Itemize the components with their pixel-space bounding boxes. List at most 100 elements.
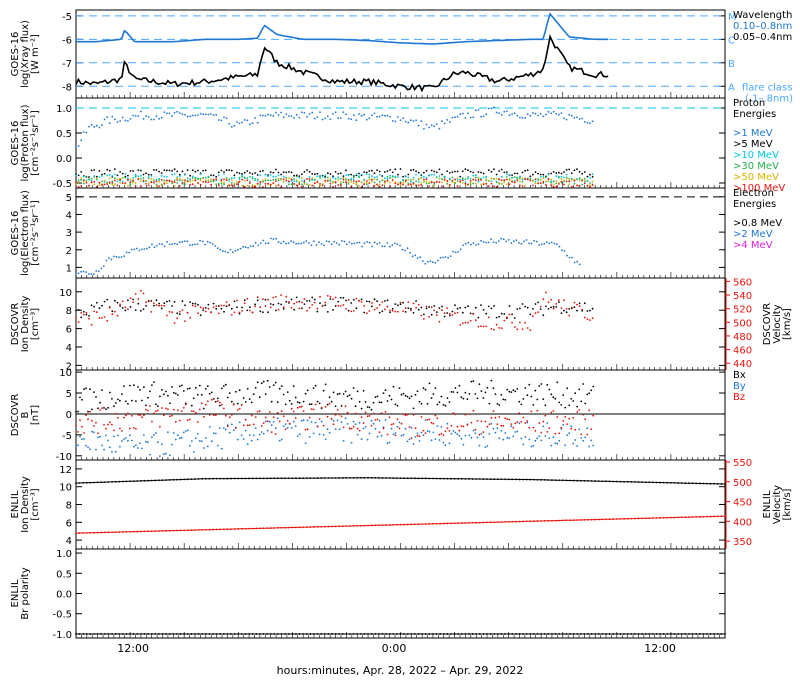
series-point-electron-0-65 bbox=[239, 247, 242, 250]
series-point-enlil_density_velocity-0-155 bbox=[633, 481, 636, 483]
series-point-dscovr_b-0-103 bbox=[280, 385, 283, 387]
series-point-dscovr_density_velocity-0-178 bbox=[537, 301, 539, 304]
series-point-dscovr_b-2-111 bbox=[296, 406, 299, 409]
series-point-dscovr_b-2-231 bbox=[536, 409, 539, 412]
series-point-enlil_polarity-0-174 bbox=[702, 633, 705, 635]
series-point-proton-5-0 bbox=[75, 181, 77, 184]
series-point-dscovr_b-0-153 bbox=[380, 401, 383, 404]
series-point-electron-0-126 bbox=[394, 242, 396, 245]
series-point-dscovr_b-0-76 bbox=[226, 396, 229, 399]
series-point-dscovr_b-1-185 bbox=[444, 444, 447, 447]
series-point-electron-0-95 bbox=[315, 244, 318, 246]
series-point-dscovr_b-0-74 bbox=[222, 385, 225, 387]
series-point-proton-4-179 bbox=[539, 178, 542, 181]
series-point-proton-4-190 bbox=[568, 183, 571, 186]
series-point-enlil_density_velocity-1-114 bbox=[486, 521, 488, 524]
series-point-dscovr_b-1-173 bbox=[420, 431, 423, 434]
series-point-dscovr_b-1-194 bbox=[462, 443, 465, 446]
series-point-electron-0-28 bbox=[146, 247, 148, 250]
series-point-proton-5-55 bbox=[217, 184, 220, 187]
series-point-dscovr_b-0-182 bbox=[438, 401, 441, 404]
series-point-electron-0-110 bbox=[353, 242, 356, 245]
series-point-proton-0-46 bbox=[194, 114, 197, 117]
series-point-enlil_density_velocity-0-152 bbox=[623, 480, 625, 483]
series-point-dscovr_b-1-183 bbox=[440, 426, 443, 428]
series-point-proton-0-113 bbox=[368, 117, 371, 119]
series-point-proton-5-130 bbox=[412, 182, 415, 185]
series-point-proton-5-157 bbox=[482, 183, 485, 186]
series-point-proton-0-96 bbox=[324, 117, 327, 120]
series-point-proton-5-124 bbox=[397, 183, 399, 186]
series-point-proton-2-106 bbox=[350, 177, 353, 180]
series-point-proton-0-132 bbox=[417, 124, 420, 127]
series-point-dscovr_density_velocity-0-90 bbox=[308, 300, 311, 302]
series-point-dscovr_b-0-84 bbox=[242, 397, 245, 399]
series-point-dscovr_b-0-64 bbox=[202, 407, 205, 410]
series-point-proton-0-114 bbox=[371, 114, 373, 117]
series-point-dscovr_b-0-65 bbox=[204, 388, 207, 390]
series-point-dscovr_density_velocity-0-121 bbox=[389, 311, 391, 314]
series-point-proton-1-84 bbox=[293, 174, 295, 177]
series-point-dscovr_b-1-140 bbox=[354, 423, 357, 426]
series-point-proton-0-186 bbox=[558, 113, 560, 116]
series-point-dscovr_b-0-157 bbox=[388, 394, 391, 397]
series-point-proton-4-176 bbox=[532, 180, 534, 183]
series-point-enlil_polarity-0-146 bbox=[601, 633, 604, 635]
series-point-proton-3-172 bbox=[521, 181, 524, 183]
series-point-dscovr_density_velocity-0-62 bbox=[236, 306, 238, 309]
series-point-dscovr_b-2-0 bbox=[75, 424, 77, 427]
series-point-dscovr_b-2-196 bbox=[466, 424, 469, 426]
series-point-dscovr_density_velocity-0-128 bbox=[407, 307, 410, 310]
series-point-electron-0-160 bbox=[480, 240, 482, 242]
series-point-proton-4-192 bbox=[573, 178, 576, 181]
series-point-dscovr_b-0-232 bbox=[538, 385, 541, 387]
series-point-dscovr_density_velocity-1-121 bbox=[389, 309, 391, 312]
series-point-proton-2-113 bbox=[368, 173, 371, 176]
series-point-dscovr_b-2-156 bbox=[386, 433, 389, 436]
series-point-dscovr_b-0-245 bbox=[564, 406, 567, 409]
series-point-electron-0-193 bbox=[563, 250, 566, 252]
series-point-dscovr_density_velocity-1-184 bbox=[552, 307, 555, 310]
series-point-proton-5-106 bbox=[350, 185, 353, 188]
series-point-proton-0-102 bbox=[339, 117, 342, 119]
series-point-proton-2-104 bbox=[345, 174, 347, 176]
series-point-dscovr_b-1-31 bbox=[137, 447, 139, 449]
series-point-proton-1-199 bbox=[591, 175, 594, 178]
series-point-proton-0-95 bbox=[321, 118, 324, 121]
series-point-proton-1-7 bbox=[93, 169, 96, 171]
series-point-dscovr_b-1-85 bbox=[244, 429, 247, 432]
series-point-proton-2-154 bbox=[474, 174, 477, 177]
series-point-proton-4-188 bbox=[563, 179, 565, 182]
series-point-enlil_polarity-0-115 bbox=[489, 633, 492, 635]
series-point-electron-0-68 bbox=[247, 246, 250, 249]
series-point-enlil_polarity-0-90 bbox=[399, 633, 402, 635]
series-point-proton-0-107 bbox=[352, 114, 355, 117]
series-point-dscovr_b-1-245 bbox=[564, 444, 567, 447]
series-point-proton-2-18 bbox=[121, 180, 124, 183]
series-point-enlil_density_velocity-1-43 bbox=[230, 528, 232, 531]
series-point-proton-2-114 bbox=[371, 175, 373, 178]
series-point-enlil_density_velocity-1-144 bbox=[594, 518, 597, 521]
series-point-proton-4-40 bbox=[178, 177, 181, 180]
series-point-enlil_density_velocity-1-82 bbox=[370, 524, 373, 527]
series-point-dscovr_density_velocity-1-195 bbox=[581, 308, 584, 311]
series-point-electron-0-163 bbox=[487, 241, 490, 244]
series-point-dscovr_b-2-155 bbox=[384, 411, 387, 413]
series-point-proton-2-55 bbox=[217, 174, 220, 177]
series-point-dscovr_b-0-22 bbox=[119, 399, 121, 402]
series-point-dscovr_b-0-149 bbox=[372, 401, 375, 404]
series-point-enlil_density_velocity-0-178 bbox=[716, 482, 719, 485]
series-point-dscovr_density_velocity-1-31 bbox=[155, 304, 158, 307]
series-point-proton-3-90 bbox=[308, 180, 311, 182]
series-point-dscovr_b-2-167 bbox=[408, 426, 411, 428]
series-point-proton-5-110 bbox=[360, 186, 363, 188]
series-point-dscovr_b-2-141 bbox=[356, 427, 359, 430]
series-point-dscovr_density_velocity-0-33 bbox=[160, 307, 163, 310]
series-point-dscovr_b-0-208 bbox=[490, 379, 493, 382]
series-point-dscovr_density_velocity-1-27 bbox=[145, 301, 148, 304]
series-point-dscovr_density_velocity-1-115 bbox=[373, 308, 376, 311]
series-point-proton-3-47 bbox=[197, 178, 199, 181]
series-point-proton-5-115 bbox=[373, 185, 376, 187]
series-point-electron-0-157 bbox=[472, 242, 475, 245]
series-point-enlil_polarity-0-25 bbox=[165, 633, 168, 635]
